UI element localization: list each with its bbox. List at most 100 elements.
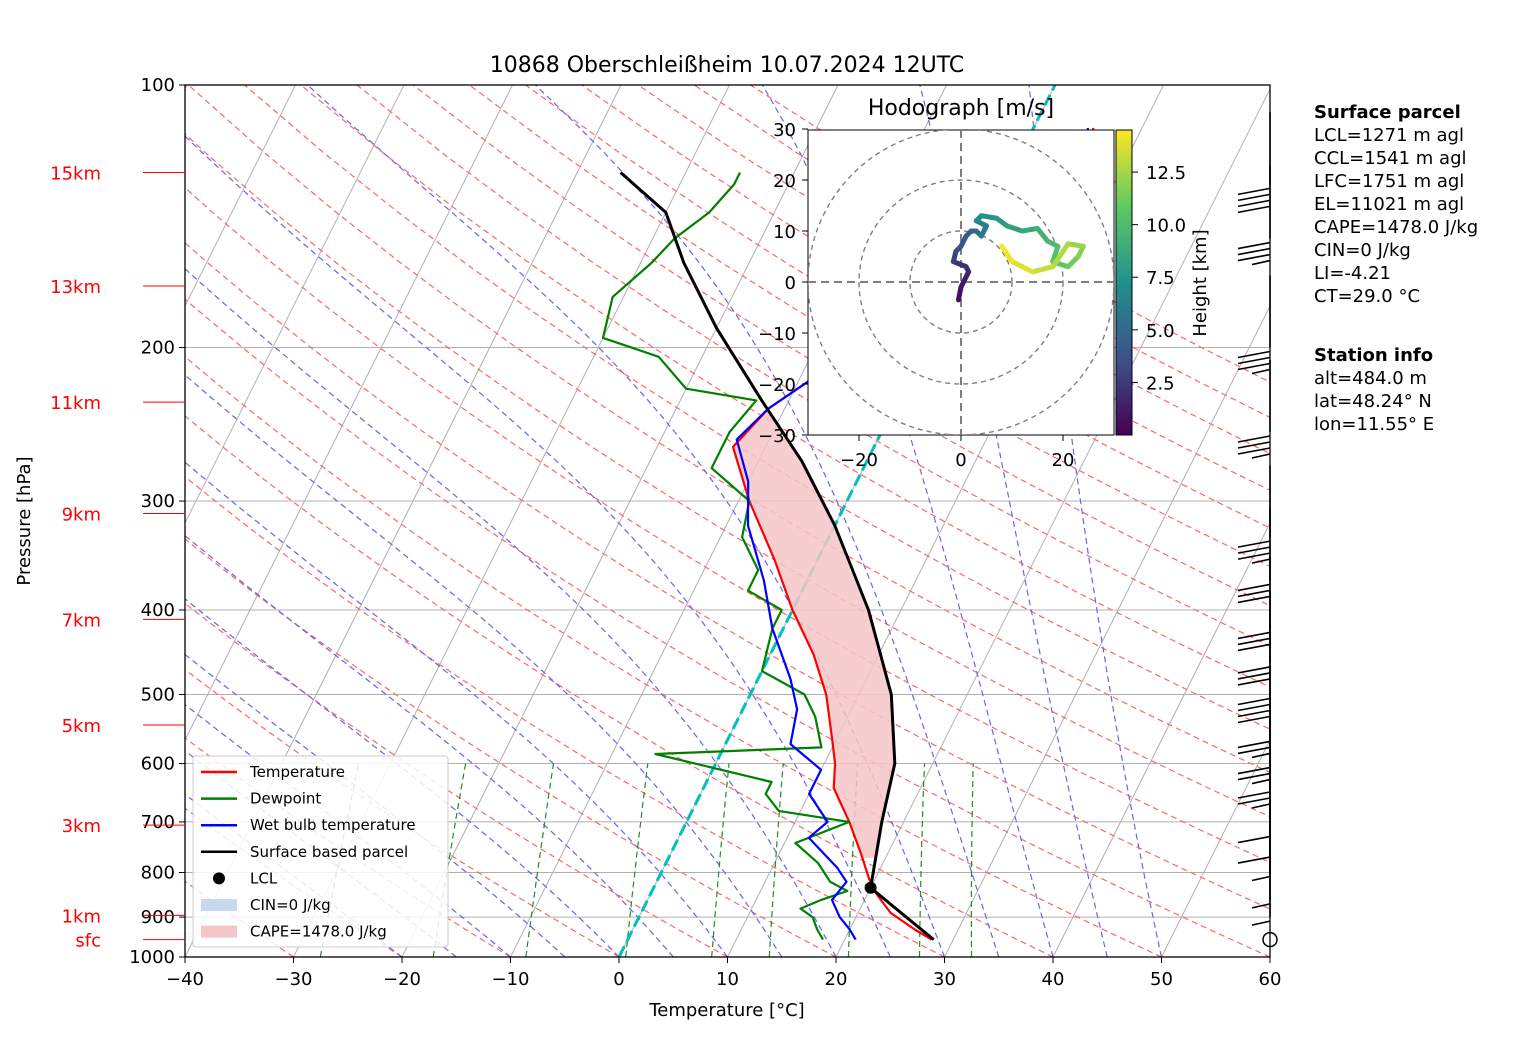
colorbar <box>1115 129 1133 436</box>
x-tick-label: −40 <box>166 969 204 990</box>
barb-flag <box>1237 441 1271 449</box>
lcl-marker <box>864 881 877 894</box>
isotherm-line <box>185 85 296 308</box>
wind-barb <box>1262 931 1278 948</box>
barb-flag <box>1237 595 1271 604</box>
lcl-value: LCL=1271 m agl <box>1314 125 1464 146</box>
cape-area <box>733 408 895 858</box>
hodograph-y-tick-label: −30 <box>758 426 796 447</box>
hodograph-segment <box>978 213 1000 221</box>
pressure-tick-label: 900 <box>141 907 175 928</box>
barb-half-flag <box>1251 920 1271 926</box>
parcel-line <box>619 171 935 941</box>
colorbar-tick-label: 2.5 <box>1146 373 1175 394</box>
pressure-tick-label: 800 <box>141 862 175 883</box>
hodograph-y-tick-label: −10 <box>758 324 796 345</box>
legend-cin-swatch <box>201 899 237 911</box>
lfc-value: LFC=1751 m agl <box>1314 171 1465 192</box>
x-tick-label: 20 <box>825 969 848 990</box>
hodograph-segment <box>1009 259 1035 275</box>
barb-flag <box>1237 447 1271 455</box>
barb-flag <box>1237 350 1271 359</box>
barb-half-flag <box>1251 752 1271 759</box>
dry-adiabat <box>185 241 1270 910</box>
isotherm-line <box>944 304 1270 957</box>
barb-flag <box>1237 856 1271 864</box>
pressure-tick-label: 700 <box>141 812 175 833</box>
barb-flag <box>1237 631 1271 640</box>
barb-flag <box>1237 589 1271 598</box>
hodograph-ring <box>909 230 1013 334</box>
hodograph-y-tick-label: −20 <box>758 375 796 396</box>
barb-half-flag <box>1251 558 1271 564</box>
colorbar-tick-label: 5.0 <box>1146 321 1175 342</box>
x-tick-label: −20 <box>383 969 421 990</box>
surface-parcel-title: Surface parcel <box>1314 102 1461 123</box>
wind-barb <box>1237 465 1271 564</box>
pressure-tick-label: 100 <box>141 75 175 96</box>
dry-adiabat <box>185 602 728 957</box>
barb-half-flag <box>1251 803 1271 809</box>
barb-flag <box>1237 356 1271 365</box>
barb-flag <box>1237 187 1271 196</box>
height-label: 9km <box>62 504 101 525</box>
hodograph-segment <box>1065 241 1086 249</box>
legend-lcl-marker <box>213 872 225 885</box>
cape-value: CAPE=1478.0 J/kg <box>1314 217 1479 238</box>
hodograph-segment <box>1019 225 1040 234</box>
x-tick-label: −30 <box>275 969 313 990</box>
moist-adiabat <box>185 653 566 957</box>
legend-label: Dewpoint <box>250 790 321 808</box>
x-tick-label: 10 <box>716 969 739 990</box>
ccl-value: CCL=1541 m agl <box>1314 148 1467 169</box>
x-tick-label: 30 <box>933 969 956 990</box>
height-label: 3km <box>62 816 101 837</box>
wind-barb <box>1237 166 1271 266</box>
barb-half-flag <box>1251 875 1271 882</box>
wind-barb <box>1237 360 1271 459</box>
mixing-ratio-line <box>525 763 555 957</box>
barb-flag <box>1237 247 1271 256</box>
hodograph-segment <box>999 243 1015 265</box>
legend-box <box>192 755 449 948</box>
barb-flag <box>1237 546 1271 554</box>
dry-adiabat <box>185 668 620 957</box>
hodograph-y-tick-label: 30 <box>773 120 796 141</box>
moist-adiabat <box>185 135 891 957</box>
pressure-tick-label: 200 <box>141 337 175 358</box>
height-label: 13km <box>50 277 101 298</box>
mixing-ratio-line <box>625 763 649 957</box>
dry-adiabat <box>300 85 1270 688</box>
height-label: 11km <box>50 393 101 414</box>
barb-flag <box>1237 678 1271 686</box>
pressure-tick-label: 500 <box>141 685 175 706</box>
pressure-tick-label: 1000 <box>129 947 175 968</box>
cin-value: CIN=0 J/kg <box>1314 240 1411 261</box>
station-altitude: alt=484.0 m <box>1314 368 1427 389</box>
hodograph-segment <box>1050 243 1061 265</box>
mixing-ratio-line <box>970 763 974 957</box>
hodograph-x-tick-label: −20 <box>840 450 878 471</box>
isotherm-line <box>1052 521 1270 957</box>
barb-half-flag <box>1251 778 1271 785</box>
barb-flag <box>1237 643 1271 652</box>
hodograph-y-tick-label: 0 <box>785 273 796 294</box>
dry-adiabat <box>185 415 1054 957</box>
height-label: 15km <box>50 164 101 185</box>
barb-flag <box>1237 666 1271 674</box>
colorbar-tick-label: 10.0 <box>1146 216 1186 237</box>
calm-circle <box>1262 931 1278 948</box>
dewpoint-line <box>601 172 851 941</box>
legend-cape-swatch <box>201 925 237 938</box>
dry-adiabat <box>185 356 1162 957</box>
hodograph: Hodograph [m/s] −20 0 20 30 20 10 0 −10 −20 −30 2… <box>758 96 1211 471</box>
x-tick-label: 60 <box>1259 969 1282 990</box>
station-info: Station info alt=484.0 m lat=48.24° N lo… <box>1314 344 1434 436</box>
x-tick-label: 0 <box>613 969 624 990</box>
barb-flag <box>1237 835 1271 844</box>
li-value: LI=-4.21 <box>1314 263 1391 284</box>
moist-adiabat <box>534 85 1000 957</box>
legend-label: Wet bulb temperature <box>250 816 416 834</box>
height-label: 1km <box>62 906 101 927</box>
x-axis-label: Temperature [°C] <box>648 1000 804 1021</box>
